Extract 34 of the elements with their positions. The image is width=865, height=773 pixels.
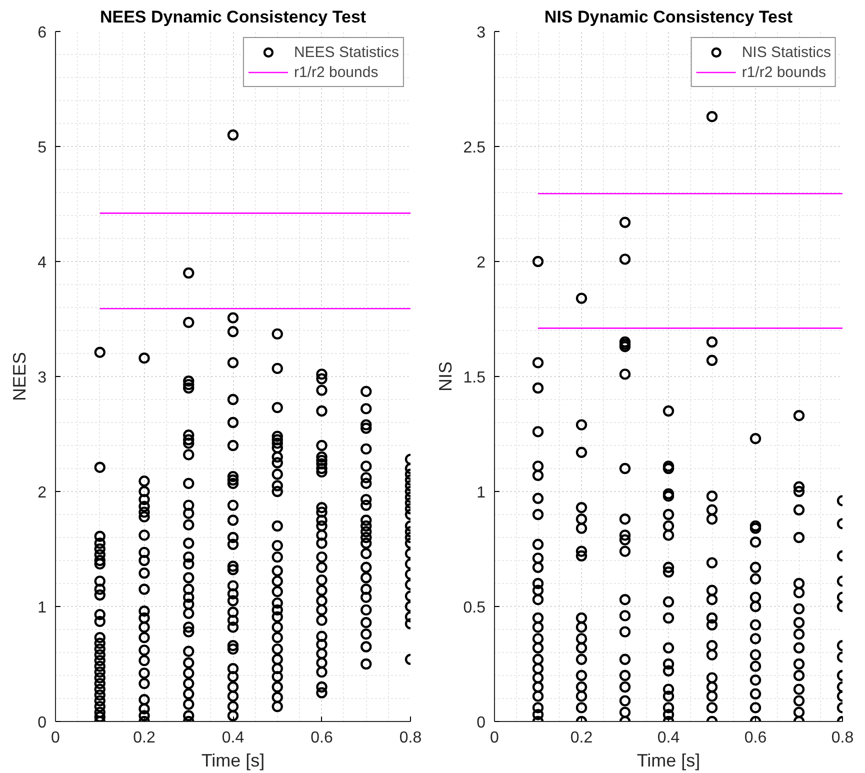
y-tick-label: 1 [476,484,486,502]
x-axis-title: Time [s] [636,750,700,770]
x-tick-label: 0 [51,730,60,746]
legend-label: NEES Statistics [294,44,399,60]
y-tick-label: 3 [476,24,486,42]
y-tick-label: 2 [38,484,47,502]
y-tick-label: 6 [38,24,47,42]
x-tick-label: 0.6 [310,730,333,746]
y-tick-label: 0 [476,714,486,732]
y-axis-title: NIS [435,361,456,392]
chart-title: NEES Dynamic Consistency Test [100,8,366,26]
x-tick-label: 0.8 [831,730,854,746]
legend-label: NIS Statistics [742,44,831,60]
x-tick-label: 0.4 [657,730,680,746]
y-tick-label: 0.5 [463,600,486,616]
x-tick-label: 0.6 [744,730,767,746]
x-tick-label: 0.8 [399,730,422,746]
legend-label: r1/r2 bounds [742,64,826,80]
y-tick-label: 5 [38,140,47,156]
x-axis-title: Time [s] [201,750,265,770]
y-tick-label: 4 [38,254,47,272]
y-tick-label: 3 [38,370,47,386]
y-tick-label: 2.5 [463,140,486,156]
legend-label: r1/r2 bounds [294,64,378,80]
x-tick-label: 0.2 [570,730,593,746]
y-tick-label: 2 [476,254,486,272]
x-tick-label: 0 [490,730,500,746]
x-tick-label: 0.4 [222,730,244,746]
y-tick-label: 1.5 [463,370,486,386]
chart-title: NIS Dynamic Consistency Test [544,8,793,26]
x-tick-label: 0.2 [133,730,156,746]
y-tick-label: 0 [38,714,47,732]
y-axis-title: NEES [10,352,30,402]
y-tick-label: 1 [38,600,47,616]
